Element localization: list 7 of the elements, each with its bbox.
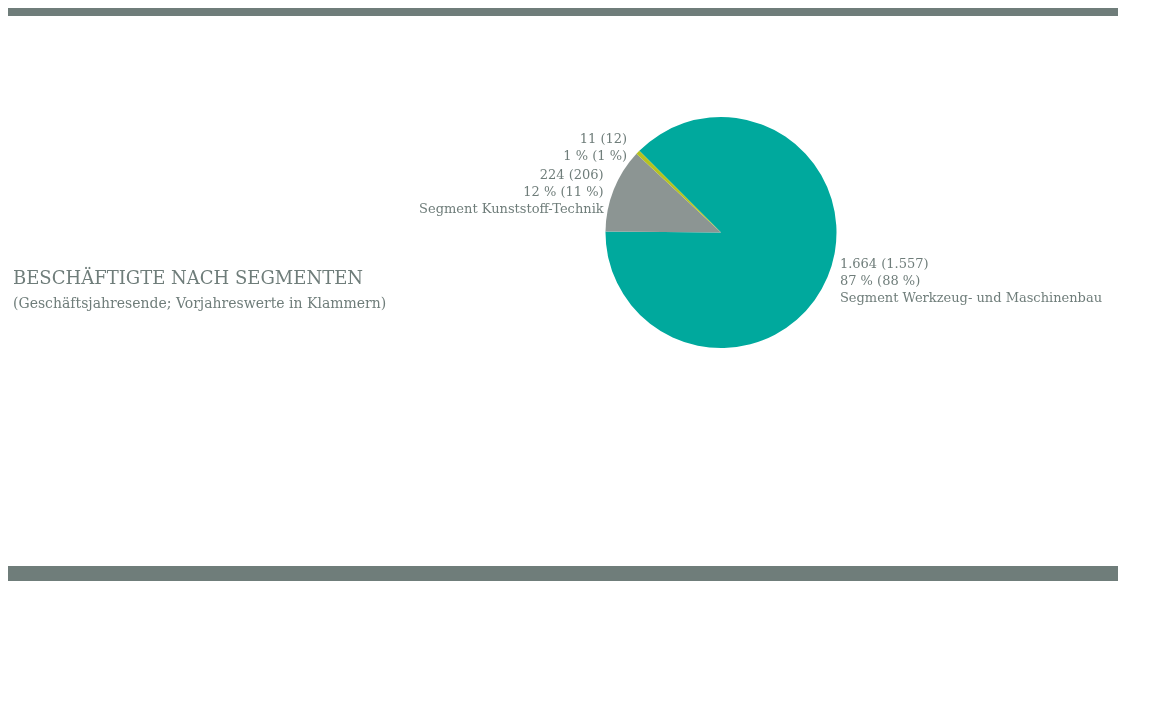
slice-label: Segment Kunststoff-Technik [419, 200, 604, 216]
data-label: 1.664 (1.557) 87 % (88 %) [839, 255, 929, 288]
data-label: 11 (12) 1 % (1 %) [563, 130, 628, 163]
data-label: 224 (206) 12 % (11 %) [523, 166, 604, 199]
slice-label: Segment Werkzeug- und Maschinenbau [839, 289, 1103, 305]
text: (Geschäftsjahresende; Vorjahreswerte in Klammern) [13, 295, 387, 311]
text: BESCHÄFTIGTE NACH SEGMENTEN [13, 265, 364, 288]
